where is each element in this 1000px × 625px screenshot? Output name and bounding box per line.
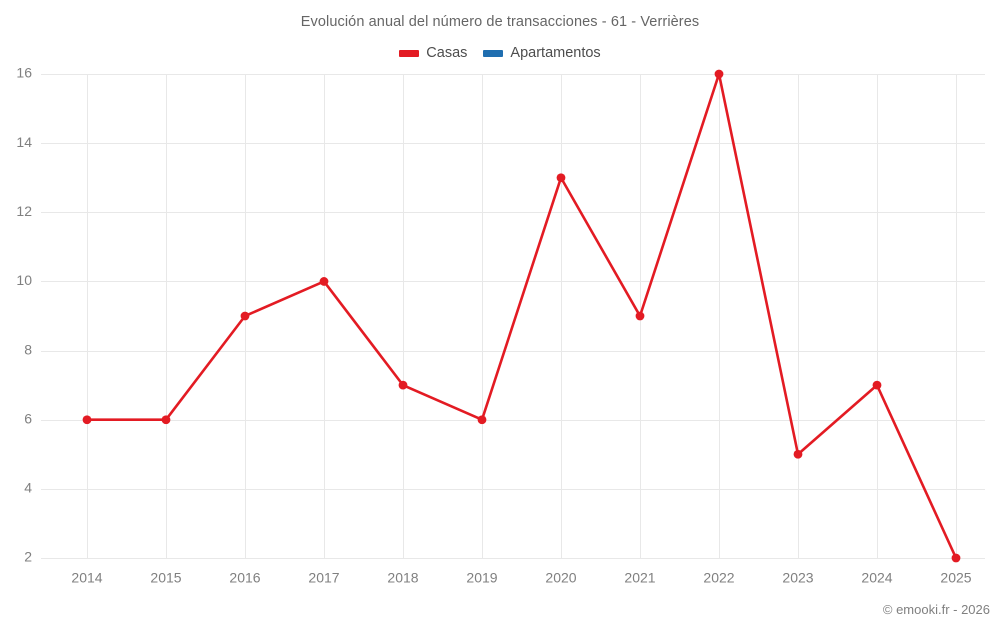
data-point-marker[interactable]: [82, 415, 92, 425]
x-axis-tick-label: 2014: [71, 569, 102, 585]
gridlines: [41, 74, 985, 559]
x-axis-tick-label: 2022: [703, 569, 734, 585]
y-axis-tick-label: 8: [24, 341, 32, 357]
data-point-marker[interactable]: [714, 69, 724, 79]
data-point-marker[interactable]: [556, 173, 566, 183]
chart-title: Evolución anual del número de transaccio…: [300, 14, 700, 30]
y-axis-tick-label: 12: [16, 203, 32, 219]
x-axis-tick-label: 2021: [624, 569, 655, 585]
legend-label-casas: Casas: [426, 45, 468, 61]
data-point-marker[interactable]: [477, 415, 487, 425]
x-axis-tick-label: 2025: [940, 569, 971, 585]
legend-item-apartamentos[interactable]: Apartamentos: [483, 45, 601, 61]
y-axis-tick-label: 2: [24, 549, 32, 565]
x-axis-tick-label: 2016: [229, 569, 260, 585]
data-point-marker[interactable]: [872, 380, 882, 390]
series-casas: [82, 69, 961, 563]
y-axis-tick-label: 6: [24, 410, 32, 426]
x-axis-tick-label: 2023: [782, 569, 813, 585]
x-axis-tick-label: 2017: [308, 569, 339, 585]
data-point-marker[interactable]: [635, 311, 645, 321]
x-axis-tick-label: 2018: [387, 569, 418, 585]
data-point-marker[interactable]: [161, 415, 171, 425]
legend-item-casas[interactable]: Casas: [399, 45, 467, 61]
x-axis-tick-label: 2019: [466, 569, 497, 585]
y-axis-tick-label: 14: [16, 134, 32, 150]
y-axis-tick-label: 4: [24, 480, 32, 496]
x-axis-tick-label: 2020: [545, 569, 576, 585]
legend-label-apartamentos: Apartamentos: [510, 45, 601, 61]
data-point-marker[interactable]: [793, 449, 803, 459]
y-axis-tick-label: 16: [16, 65, 32, 81]
data-point-marker[interactable]: [319, 277, 329, 286]
y-axis-tick-label: 10: [16, 272, 32, 288]
data-point-marker[interactable]: [240, 311, 250, 321]
legend-swatch-apartamentos-icon: [483, 49, 504, 57]
data-point-marker[interactable]: [398, 380, 408, 390]
x-axis-tick-label: 2015: [150, 569, 181, 585]
copyright-credit: © emooki.fr - 2026: [882, 602, 990, 617]
chart-legend: Casas Apartamentos: [0, 45, 1000, 61]
x-axis-tick-label: 2024: [861, 569, 892, 585]
data-point-marker[interactable]: [951, 553, 961, 563]
legend-swatch-casas-icon: [399, 49, 420, 57]
series-line: [85, 72, 958, 560]
